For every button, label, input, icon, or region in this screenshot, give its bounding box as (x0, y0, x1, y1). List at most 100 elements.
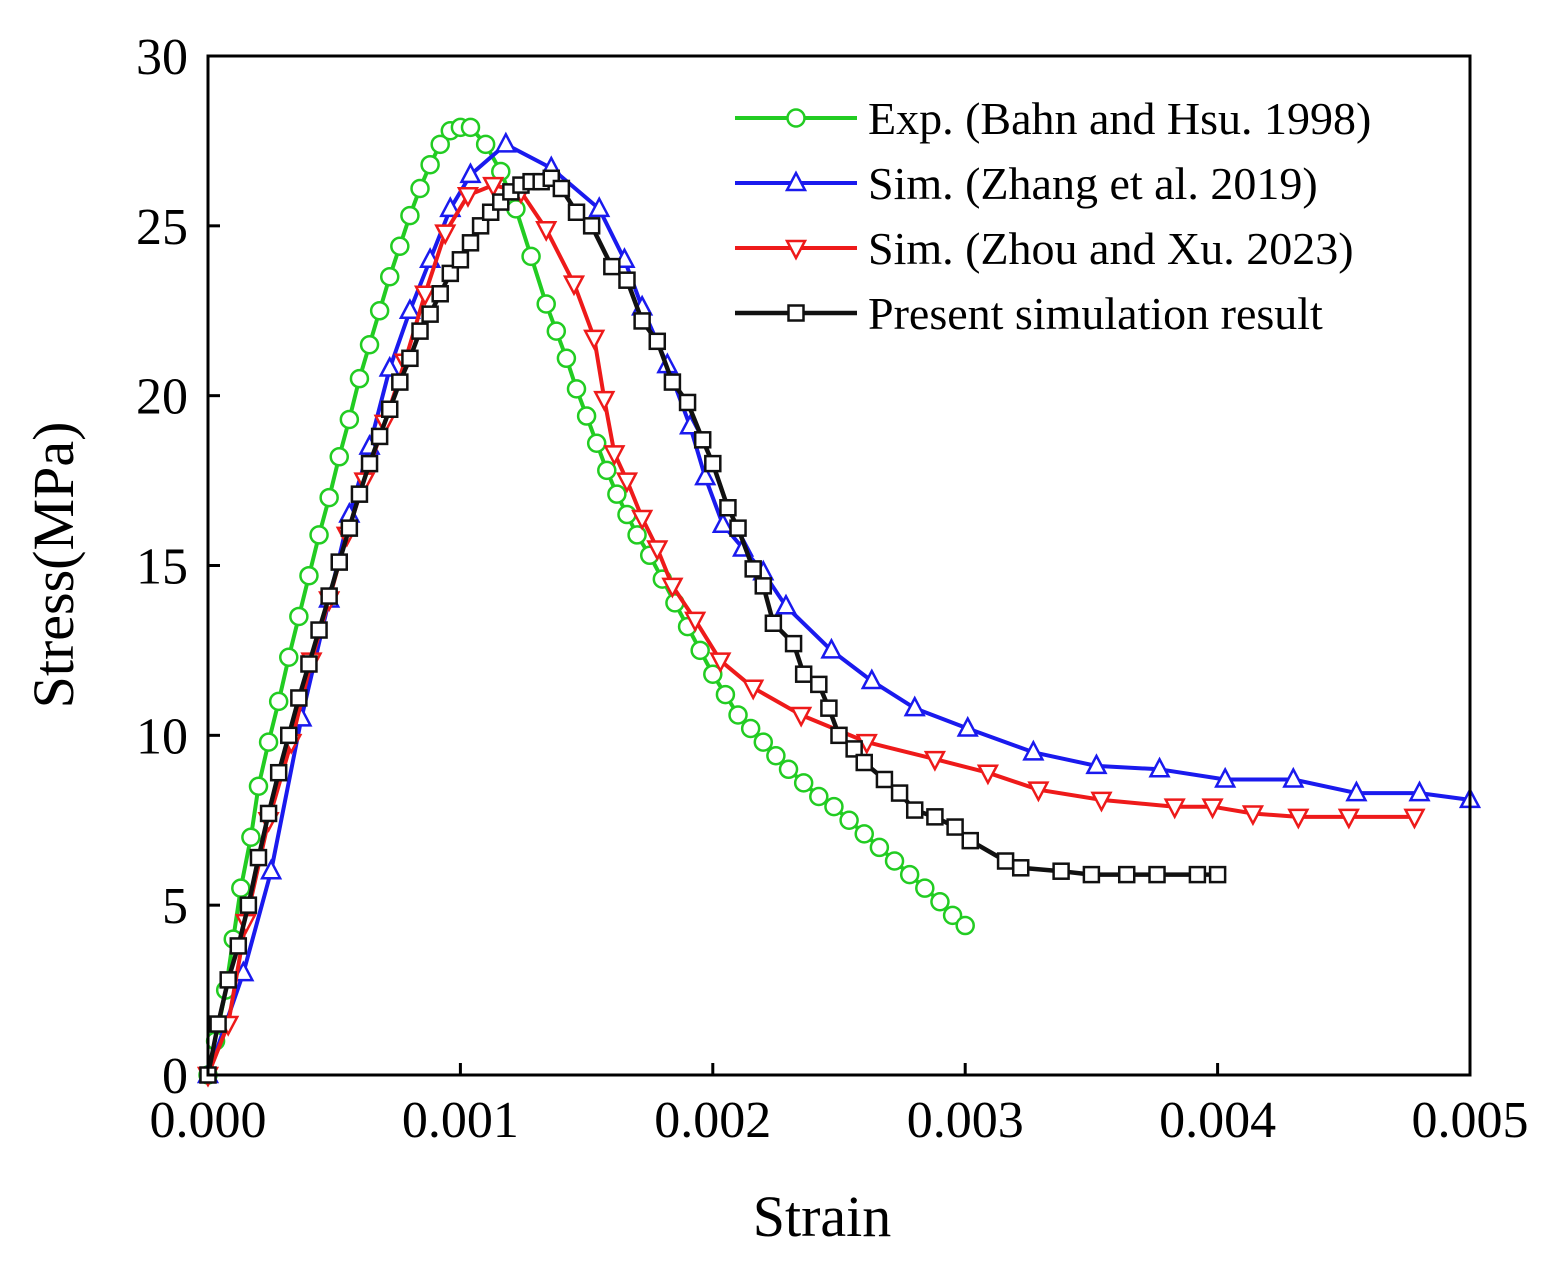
data-point (631, 509, 654, 531)
legend-label: Exp. (Bahn and Hsu. 1998) (868, 93, 1371, 144)
data-point (398, 298, 421, 319)
data-point (1337, 808, 1360, 830)
y-tick-label: 25 (136, 199, 188, 256)
data-point (309, 525, 329, 545)
data-point (774, 593, 798, 615)
data-point (430, 134, 450, 155)
data-point (703, 664, 723, 684)
data-point (566, 379, 587, 399)
y-axis-title: Stress(MPa) (21, 422, 86, 709)
data-point (239, 896, 258, 914)
data-point (860, 668, 883, 690)
data-point (794, 665, 813, 683)
series-0 (198, 117, 975, 1085)
data-point (1403, 808, 1426, 830)
data-point (390, 236, 410, 256)
data-point (830, 726, 848, 745)
data-point (899, 864, 920, 885)
data-point (459, 162, 482, 184)
data-point (546, 321, 567, 341)
data-point (434, 224, 457, 246)
series-line (206, 142, 1471, 1076)
data-point (1148, 756, 1171, 778)
data-point (996, 852, 1015, 870)
data-point (942, 905, 963, 926)
x-axis-title: Strain (753, 1184, 892, 1249)
x-tick-label: 0.002 (654, 1092, 771, 1149)
data-point (248, 776, 269, 797)
legend-marker (787, 304, 805, 322)
series-3 (199, 169, 1227, 1084)
data-point (258, 732, 279, 752)
data-point (793, 773, 814, 793)
y-tick-label: 5 (162, 878, 188, 935)
data-point (350, 485, 369, 503)
data-point (603, 257, 621, 276)
data-point (875, 770, 894, 789)
data-point (411, 322, 429, 340)
data-point (663, 373, 682, 391)
data-point (1345, 780, 1368, 802)
legend-item-0: Exp. (Bahn and Hsu. 1998) (735, 93, 1371, 144)
legend: Exp. (Bahn and Hsu. 1998) Sim. (Zhang et … (735, 93, 1371, 339)
data-point (661, 577, 684, 599)
data-point (890, 784, 909, 802)
data-point (905, 801, 924, 819)
data-point (742, 679, 765, 701)
data-point (1027, 781, 1050, 803)
data-point (1090, 791, 1113, 813)
data-point (1148, 865, 1166, 884)
y-tick-label: 30 (136, 29, 188, 86)
data-point (241, 827, 261, 847)
data-point (339, 409, 360, 430)
x-tick-label: 0.000 (150, 1092, 267, 1149)
data-point (583, 329, 606, 351)
data-point (330, 553, 348, 571)
axis-layer: 0.000 0.001 0.002 0.003 0.004 0.005 0 5 10 15 20 25… (136, 29, 1529, 1149)
data-point (926, 808, 944, 826)
data-point (290, 689, 308, 707)
y-tick-label: 20 (136, 369, 188, 426)
data-point (567, 203, 586, 221)
y-tick-label: 10 (136, 708, 188, 765)
data-point (556, 348, 577, 369)
data-point (678, 393, 697, 412)
data-point (1011, 859, 1030, 877)
data-point (451, 251, 470, 269)
legend-item-2: Sim. (Zhou and Xu. 2023) (735, 223, 1354, 274)
data-point (431, 285, 449, 303)
data-point (824, 796, 844, 817)
data-point (869, 837, 890, 858)
x-tick-label: 0.001 (402, 1092, 519, 1149)
data-point (439, 196, 462, 218)
data-point (1188, 865, 1207, 884)
data-point (603, 445, 626, 467)
data-point (764, 614, 783, 632)
data-point (1287, 808, 1310, 830)
data-point (391, 373, 409, 391)
data-point (693, 431, 712, 449)
data-point (790, 706, 813, 728)
data-point (588, 196, 611, 218)
data-point (1163, 798, 1186, 820)
data-point (370, 427, 389, 446)
data-point (845, 740, 863, 758)
legend-label: Sim. (Zhou and Xu. 2023) (868, 223, 1354, 274)
data-point (955, 915, 975, 936)
data-point (461, 234, 480, 252)
data-point (420, 154, 440, 175)
data-point (1214, 766, 1237, 788)
data-point (586, 433, 607, 453)
legend-marker (784, 170, 808, 192)
data-point (711, 512, 734, 533)
data-point (778, 759, 799, 780)
data-point (1208, 865, 1227, 884)
data-point (1052, 862, 1070, 880)
data-point (820, 637, 843, 659)
data-point (810, 675, 828, 694)
data-point (976, 764, 999, 786)
legend-item-1: Sim. (Zhang et al. 2019) (735, 158, 1318, 209)
data-point (378, 355, 401, 377)
data-point (1408, 780, 1431, 802)
